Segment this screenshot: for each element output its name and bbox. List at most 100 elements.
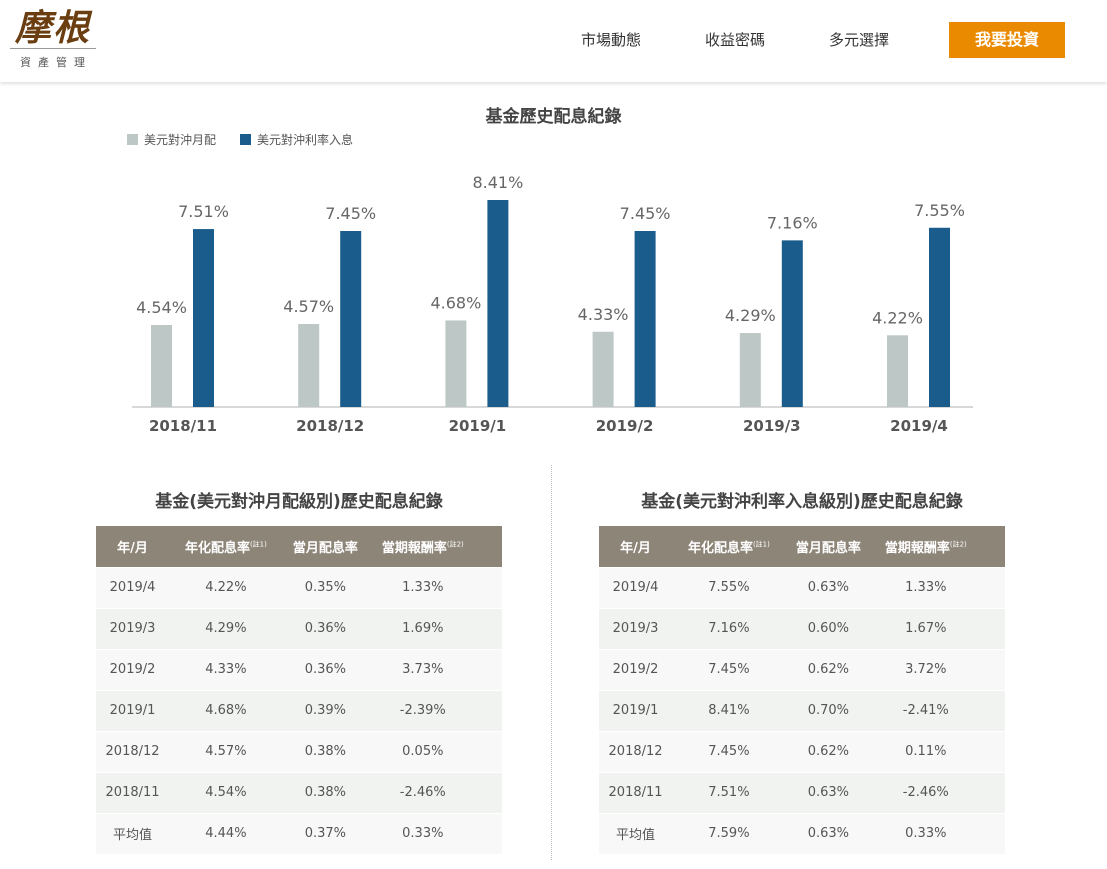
table-row: 2019/3 7.16% 0.60% 1.67% — [599, 607, 1005, 649]
logo[interactable]: 摩根 資產管理 — [10, 8, 96, 70]
table-cell: 2019/4 — [599, 566, 673, 608]
table-cell: 2019/2 — [599, 648, 673, 690]
invest-button[interactable]: 我要投資 — [949, 22, 1065, 58]
table-cell: 平均值 — [96, 812, 170, 854]
data-label: 7.45% — [620, 204, 671, 223]
table-cell: -2.39% — [368, 689, 478, 731]
table-row: 2019/4 4.22% 0.35% 1.33% — [96, 566, 502, 608]
table-cell: 7.59% — [672, 812, 786, 854]
column-header: 當期報酬率(註2) — [368, 526, 478, 567]
table-cell: 4.44% — [169, 812, 283, 854]
table-row: 2019/1 4.68% 0.39% -2.39% — [96, 689, 502, 731]
bar — [781, 240, 803, 407]
nav-income[interactable]: 收益密碼 — [705, 31, 766, 49]
table-cell: -2.46% — [871, 771, 981, 813]
table-cell: 平均值 — [599, 812, 673, 854]
table-cell: 2019/1 — [96, 689, 170, 731]
column-header: 年/月 — [96, 526, 170, 567]
data-label: 8.41% — [472, 173, 523, 192]
table-cell: 1.33% — [871, 566, 981, 608]
table-cell: 0.62% — [785, 730, 871, 772]
column-header: 年化配息率(註1) — [169, 526, 283, 567]
table-cell: 0.63% — [785, 812, 871, 854]
x-tick-label: 2019/4 — [890, 417, 948, 435]
table-row: 2019/2 7.45% 0.62% 3.72% — [599, 648, 1005, 690]
table-row: 2018/11 4.54% 0.38% -2.46% — [96, 771, 502, 813]
column-header: 當月配息率 — [282, 526, 368, 567]
table-cell: 0.39% — [282, 689, 368, 731]
table-cell: 0.60% — [785, 607, 871, 649]
bar — [445, 320, 467, 407]
data-label: 7.55% — [914, 201, 965, 220]
header: 摩根 資產管理 市場動態 收益密碼 多元選擇 我要投資 — [0, 0, 1107, 82]
table-cell: 7.45% — [672, 648, 786, 690]
table-cell: 0.35% — [282, 566, 368, 608]
table-cell: 1.67% — [871, 607, 981, 649]
table-cell: 0.63% — [785, 566, 871, 608]
bar — [929, 227, 950, 407]
table-row: 2019/2 4.33% 0.36% 3.73% — [96, 648, 502, 690]
table-cell: 0.05% — [368, 730, 478, 772]
table-header: 年/月 年化配息率(註1) 當月配息率 當期報酬率(註2) — [599, 526, 1005, 567]
table-row: 2019/3 4.29% 0.36% 1.69% — [96, 607, 502, 649]
logo-mark: 摩根 — [10, 8, 96, 49]
table-cell: 1.69% — [368, 607, 478, 649]
table-row: 2018/12 7.45% 0.62% 0.11% — [599, 730, 1005, 772]
bar — [193, 229, 214, 407]
table-cell: 0.33% — [368, 812, 478, 854]
table-cell: 8.41% — [672, 689, 786, 731]
table-cell: 2018/12 — [599, 730, 673, 772]
nav-choices[interactable]: 多元選擇 — [829, 31, 890, 49]
table-row: 2019/4 7.55% 0.63% 1.33% — [599, 566, 1005, 608]
legend-item-income: 美元對沖利率入息 — [240, 131, 353, 148]
table-income: 年/月 年化配息率(註1) 當月配息率 當期報酬率(註2) 2019/4 7.55% 0.6… — [599, 526, 1005, 854]
table-cell: 4.22% — [169, 566, 283, 608]
table-cell: -2.41% — [871, 689, 981, 731]
column-header: 年化配息率(註1) — [672, 526, 786, 567]
table-cell: 2018/11 — [599, 771, 673, 813]
table-row: 平均值 4.44% 0.37% 0.33% — [96, 812, 502, 854]
table-cell: 4.33% — [169, 648, 283, 690]
bar — [487, 200, 509, 407]
column-header: 當期報酬率(註2) — [871, 526, 981, 567]
table-cell: 0.33% — [871, 812, 981, 854]
table-row: 2018/11 7.51% 0.63% -2.46% — [599, 771, 1005, 813]
table-cell: 2019/3 — [599, 607, 673, 649]
chart-title: 基金歷史配息紀錄 — [485, 107, 622, 127]
table-cell: 0.70% — [785, 689, 871, 731]
data-label: 7.51% — [178, 202, 229, 221]
divider — [551, 465, 552, 860]
data-label: 7.16% — [767, 213, 818, 232]
bar — [340, 231, 362, 407]
table-cell: 0.36% — [282, 607, 368, 649]
table-monthly: 年/月 年化配息率(註1) 當月配息率 當期報酬率(註2) 2019/4 4.22% 0.3… — [96, 526, 502, 854]
data-label: 4.54% — [136, 298, 187, 317]
table-cell: 0.11% — [871, 730, 981, 772]
bar — [634, 231, 656, 407]
x-tick-label: 2018/12 — [296, 417, 364, 435]
table-cell: 7.16% — [672, 607, 786, 649]
table-cell: 0.38% — [282, 771, 368, 813]
table-header: 年/月 年化配息率(註1) 當月配息率 當期報酬率(註2) — [96, 526, 502, 567]
table-cell: 2019/3 — [96, 607, 170, 649]
data-label: 4.29% — [725, 306, 776, 325]
logo-subtitle: 資產管理 — [20, 56, 92, 69]
x-tick-label: 2019/1 — [449, 417, 507, 435]
data-label: 4.57% — [283, 297, 334, 316]
table-row: 平均值 7.59% 0.63% 0.33% — [599, 812, 1005, 854]
table-cell: 4.68% — [169, 689, 283, 731]
data-label: 4.22% — [872, 308, 923, 327]
table-cell: 4.57% — [169, 730, 283, 772]
table-cell: 3.73% — [368, 648, 478, 690]
table-cell: 0.38% — [282, 730, 368, 772]
x-tick-label: 2019/3 — [743, 417, 801, 435]
table-cell: 0.37% — [282, 812, 368, 854]
nav-market[interactable]: 市場動態 — [581, 31, 642, 49]
table-cell: 2019/4 — [96, 566, 170, 608]
bar — [151, 324, 172, 407]
column-header: 當月配息率 — [785, 526, 871, 567]
data-label: 4.33% — [578, 305, 629, 324]
data-label: 7.45% — [325, 204, 376, 223]
table-cell: -2.46% — [368, 771, 478, 813]
table-title-monthly: 基金(美元對沖月配級別)歷史配息紀錄 — [155, 492, 443, 512]
